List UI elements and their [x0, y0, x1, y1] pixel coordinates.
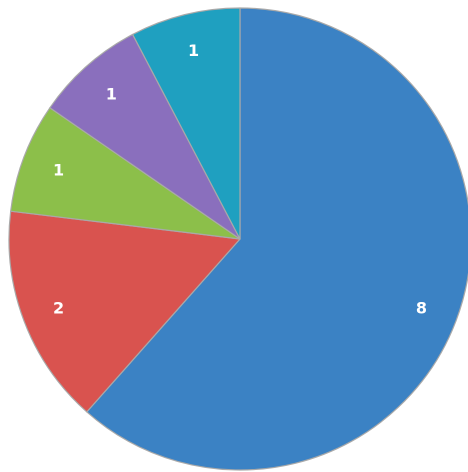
pie-slice-5 [132, 7, 241, 240]
data-label-3: 1 [53, 161, 64, 180]
pie-slice-1 [86, 7, 468, 471]
pie-data-labels: 8 2 1 1 1 [53, 41, 427, 317]
pie-slice-2 [8, 210, 241, 413]
data-label-4: 1 [106, 84, 117, 103]
data-label-5: 1 [188, 41, 199, 60]
data-label-1: 8 [416, 298, 427, 317]
pie-slice-3 [10, 107, 241, 240]
pie-slices [8, 7, 468, 471]
pie-slice-4 [49, 33, 241, 240]
data-label-2: 2 [53, 298, 64, 317]
